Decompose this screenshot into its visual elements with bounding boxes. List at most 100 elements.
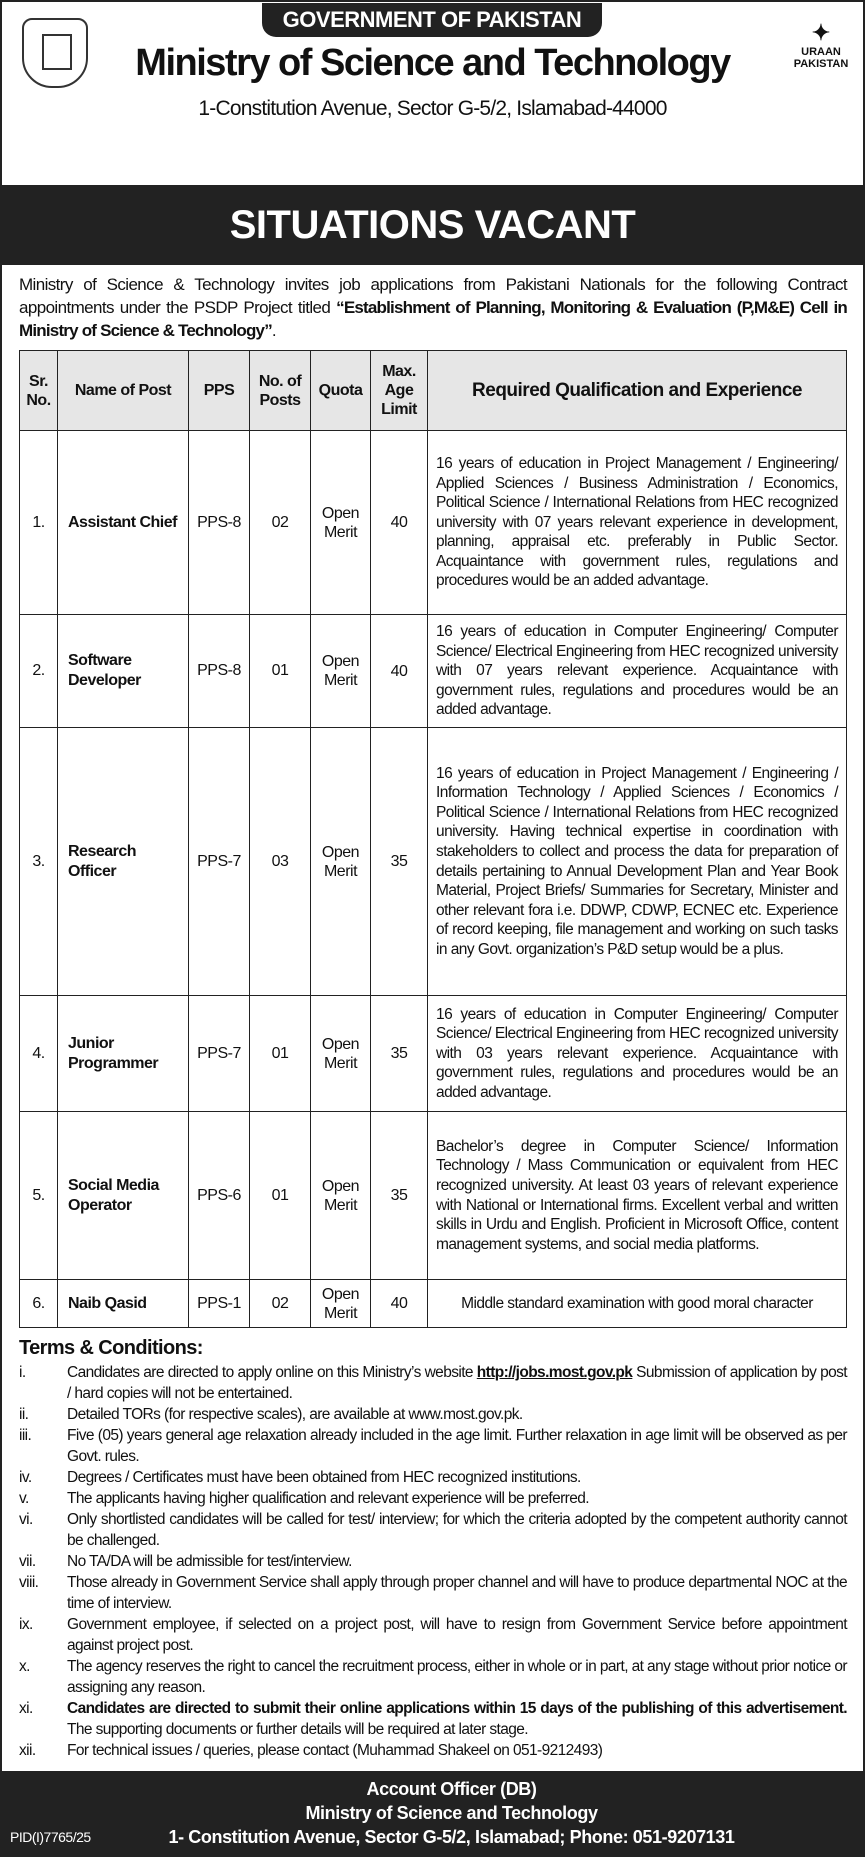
cell-pps: PPS-8	[188, 614, 250, 728]
term-number: v.	[19, 1490, 29, 1507]
cell-quota: Open Merit	[310, 1111, 371, 1280]
cell-qual: 16 years of education in Computer Engine…	[427, 995, 847, 1112]
term-text: Those already in Government Service shal…	[67, 1574, 848, 1612]
cell-sr: 6.	[19, 1279, 58, 1328]
term-item: iv. Degrees / Certificates must have been…	[19, 1467, 847, 1488]
cell-age: 35	[370, 727, 428, 996]
footer-address: 1- Constitution Avenue, Sector G-5/2, Is…	[168, 1827, 735, 1847]
intro-paragraph: Ministry of Science & Technology invites…	[19, 275, 848, 340]
cell-posts: 01	[249, 995, 311, 1112]
cell-posts: 01	[249, 614, 311, 728]
cell-sr: 5.	[19, 1111, 58, 1280]
term-number: i.	[19, 1364, 26, 1381]
cell-posts: 02	[249, 430, 311, 615]
cell-posts: 01	[249, 1111, 311, 1280]
term-text: Degrees / Certificates must have been ob…	[67, 1469, 581, 1486]
column-header: Name of Post	[57, 350, 189, 431]
cell-name: Naib Qasid	[57, 1279, 189, 1328]
term-number: iv.	[19, 1469, 32, 1486]
vacancy-table: Sr. No. Name of Post PPS No. of Posts Quota M…	[19, 350, 847, 1328]
term-item: vii. No TA/DA will be admissible for test…	[19, 1551, 847, 1572]
column-header: Max. Age Limit	[370, 350, 428, 431]
column-header: Quota	[310, 350, 371, 431]
cell-pps: PPS-1	[188, 1279, 250, 1328]
column-header: Required Qualification and Experience	[427, 350, 847, 431]
term-item: i. Candidates are directed to apply onlin…	[19, 1362, 848, 1404]
terms-and-conditions: Terms & Conditions: i. Candidates are dir…	[19, 1336, 848, 1761]
cell-pps: PPS-6	[188, 1111, 250, 1280]
ministry-address: 1-Constitution Avenue, Sector G-5/2, Isl…	[198, 97, 667, 120]
term-text: Government employee, if selected on a pr…	[67, 1616, 848, 1654]
government-label: GOVERNMENT OF PAKISTAN	[262, 3, 602, 37]
table-row: 3. Research Officer PPS-7 03 Open Merit 35 16 …	[19, 727, 847, 996]
term-item: ii. Detailed TORs (for respective scales)…	[19, 1404, 847, 1425]
cell-quota: Open Merit	[310, 430, 371, 615]
cell-name: Research Officer	[57, 727, 189, 996]
term-item: iii. Five (05) years general age relaxati…	[19, 1425, 848, 1467]
cell-age: 35	[370, 995, 428, 1112]
table-row: 1. Assistant Chief PPS-8 02 Open Merit 40 16 y…	[19, 430, 847, 615]
term-item: vi. Only shortlisted candidates will be c…	[19, 1509, 848, 1551]
term-number: ii.	[19, 1406, 29, 1423]
cell-posts: 02	[249, 1279, 311, 1328]
term-text: The agency reserves the right to cancel …	[67, 1658, 848, 1696]
footer-signatory: Account Officer (DB)	[366, 1779, 537, 1799]
cell-qual: 16 years of education in Project Managem…	[427, 727, 847, 996]
cell-sr: 3.	[19, 727, 58, 996]
term-text: Candidates are directed to submit their …	[67, 1700, 848, 1738]
terms-title: Terms & Conditions:	[19, 1337, 203, 1359]
term-number: vii.	[19, 1553, 36, 1570]
term-text: Candidates are directed to apply online …	[67, 1364, 848, 1402]
cell-quota: Open Merit	[310, 727, 371, 996]
term-item: xii. For technical issues / queries, plea…	[19, 1740, 847, 1761]
term-number: x.	[19, 1658, 30, 1675]
term-item: xi. Candidates are directed to submit the…	[19, 1698, 848, 1740]
cell-posts: 03	[249, 727, 311, 996]
term-text: Five (05) years general age relaxation a…	[67, 1427, 848, 1465]
term-number: ix.	[19, 1616, 33, 1633]
footer-ministry: Ministry of Science and Technology	[305, 1803, 598, 1823]
jobs-website-link[interactable]: http://jobs.most.gov.pk	[476, 1364, 633, 1381]
cell-qual: Bachelor’s degree in Computer Science/ I…	[427, 1111, 847, 1280]
cell-name: Social Media Operator	[57, 1111, 189, 1280]
term-number: xi.	[19, 1700, 33, 1717]
term-item: viii. Those already in Government Service…	[19, 1572, 848, 1614]
term-number: iii.	[19, 1427, 32, 1444]
term-number: xii.	[19, 1742, 36, 1759]
cell-quota: Open Merit	[310, 1279, 371, 1328]
table-row: 6. Naib Qasid PPS-1 02 Open Merit 40 Middle st…	[19, 1279, 847, 1328]
term-item: v. The applicants having higher qualifica…	[19, 1488, 847, 1509]
cell-sr: 2.	[19, 614, 58, 728]
cell-sr: 1.	[19, 430, 58, 615]
bird-icon: ✦	[811, 20, 831, 45]
uraan-pakistan-logo: ✦ URAAN PAKISTAN	[788, 20, 854, 70]
header: GOVERNMENT OF PAKISTAN ✦ URAAN PAKISTAN M…	[2, 2, 863, 185]
table-row: 2. Software Developer PPS-8 01 Open Merit 40 1…	[19, 614, 847, 728]
cell-qual: 16 years of education in Computer Engine…	[427, 614, 847, 728]
cell-quota: Open Merit	[310, 614, 371, 728]
cell-age: 40	[370, 430, 428, 615]
ministry-title: Ministry of Science and Technology	[135, 42, 731, 84]
term-text: No TA/DA will be admissible for test/int…	[67, 1553, 352, 1570]
cell-name: Junior Programmer	[57, 995, 189, 1112]
cell-pps: PPS-7	[188, 727, 250, 996]
main-content: Ministry of Science & Technology invites…	[2, 265, 863, 1771]
column-header: Sr. No.	[19, 350, 58, 431]
column-header: No. of Posts	[249, 350, 311, 431]
cell-pps: PPS-7	[188, 995, 250, 1112]
term-item: x. The agency reserves the right to cance…	[19, 1656, 848, 1698]
footer: PID(I)7765/25 Account Officer (DB) Minis…	[2, 1771, 863, 1855]
term-number: viii.	[19, 1574, 39, 1591]
term-text: The applicants having higher qualificati…	[67, 1490, 590, 1507]
term-text: For technical issues / queries, please c…	[67, 1742, 603, 1759]
table-row: 5. Social Media Operator PPS-6 01 Open Merit…	[19, 1111, 847, 1280]
cell-age: 40	[370, 1279, 428, 1328]
term-text: Only shortlisted candidates will be call…	[67, 1511, 848, 1549]
cell-name: Assistant Chief	[57, 430, 189, 615]
situations-vacant-banner: SITUATIONS VACANT	[2, 185, 863, 265]
term-text: Detailed TORs (for respective scales), a…	[67, 1406, 523, 1423]
term-number: vi.	[19, 1511, 33, 1528]
cell-age: 40	[370, 614, 428, 728]
cell-qual: Middle standard examination with good mo…	[427, 1279, 847, 1328]
